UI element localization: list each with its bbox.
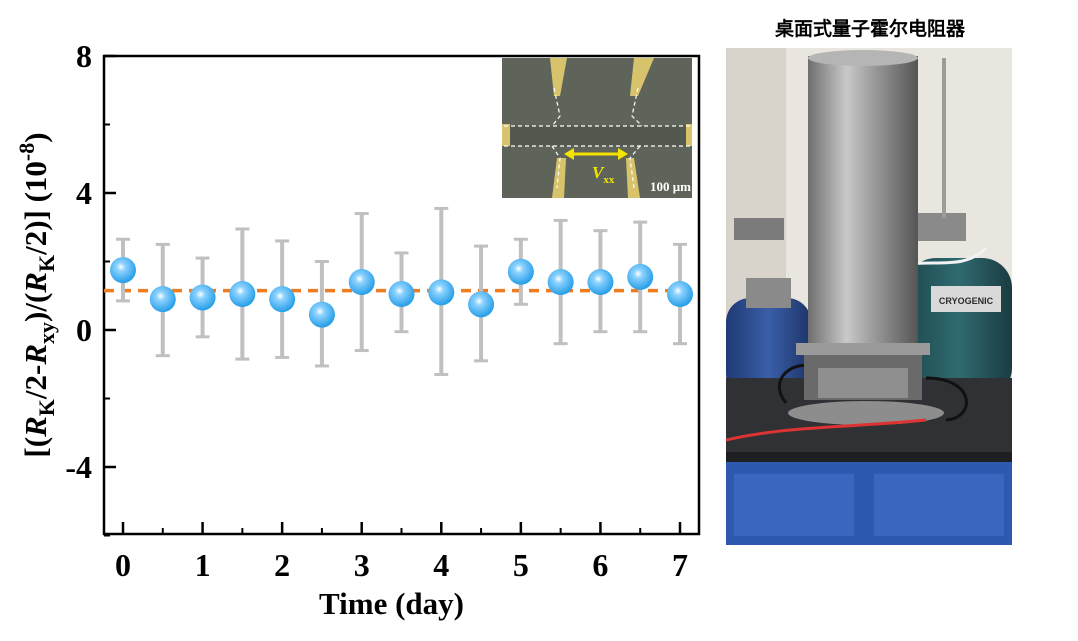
x-tick-label: 0 — [115, 547, 131, 583]
inset-arrowhead — [564, 148, 574, 160]
y-axis-title-part: /2)] (10 — [18, 161, 53, 256]
y-axis-title-part: K — [34, 255, 59, 272]
x-tick-label: 6 — [592, 547, 608, 583]
data-point — [348, 269, 375, 296]
cryostat-fittings — [818, 368, 908, 398]
photo-title: 桌面式量子霍尔电阻器 — [774, 18, 965, 40]
y-axis-title-part: -8 — [14, 143, 39, 161]
black-cable — [925, 376, 968, 422]
y-axis-title-part: xy — [34, 322, 59, 344]
y-tick-label: 8 — [76, 38, 92, 74]
y-tick-label: -4 — [65, 449, 92, 485]
x-tick-label: 2 — [274, 547, 290, 583]
x-tick-label: 3 — [354, 547, 370, 583]
inset-outline — [631, 87, 643, 127]
cabinet-panel — [874, 474, 1004, 536]
x-tick-label: 1 — [195, 547, 211, 583]
y-tick-label: 4 — [76, 175, 92, 211]
cryostat-photo: CRYOGENIC — [726, 48, 1012, 545]
data-point — [587, 269, 614, 296]
inset-vxx-label: Vxx — [592, 163, 615, 186]
inset-micrograph: Vxx 100 μm — [502, 58, 692, 198]
y-axis-title-part: R — [18, 416, 53, 438]
inset-outline — [551, 145, 561, 189]
cryostat-flange — [796, 343, 930, 355]
dewar-left — [726, 298, 811, 398]
x-axis-title: Time (day) — [319, 586, 464, 621]
inset-vxx-symbol: V — [592, 163, 605, 182]
cryostat-cylinder — [808, 56, 918, 356]
data-point — [189, 284, 216, 311]
inset-channel — [510, 126, 686, 146]
y-axis-title-part: K — [34, 399, 59, 416]
dewar-label-text: CRYOGENIC — [939, 296, 994, 306]
bench-edge — [726, 452, 1012, 462]
y-axis-title-part: [( — [18, 437, 53, 458]
inset-outline — [629, 145, 641, 189]
inset-vxx-subscript: xx — [603, 174, 615, 186]
dewar-label — [931, 286, 1001, 312]
data-point — [149, 286, 176, 313]
inset-scale-label: 100 μm — [650, 179, 691, 194]
inset-arrowhead — [618, 148, 628, 160]
inset-outline — [551, 87, 561, 127]
base-plate — [788, 401, 944, 425]
data-point — [229, 281, 256, 308]
y-axis-title-part: ) — [18, 132, 53, 142]
electronics-box-right — [916, 213, 966, 241]
data-point — [547, 269, 574, 296]
red-cable — [726, 418, 927, 442]
data-point — [627, 263, 654, 290]
vertical-rod — [942, 58, 946, 218]
data-point — [667, 281, 693, 308]
data-point — [428, 279, 455, 306]
y-axis-title-part: /2- — [18, 365, 53, 400]
x-tick-label: 4 — [433, 547, 449, 583]
y-axis-title-part: )/( — [18, 293, 53, 322]
data-point — [308, 301, 335, 328]
electronics-box-left — [734, 218, 784, 240]
y-axis-title: [(RK/2-Rxy)/(RK/2)] (10-8) — [14, 132, 59, 457]
y-axis-title-part: R — [18, 344, 53, 366]
inset-contact — [552, 158, 566, 198]
inset-contact — [550, 58, 567, 96]
cryostat-illustration: CRYOGENIC — [726, 48, 1012, 545]
y-axis-title-part: R — [18, 272, 53, 294]
data-point — [468, 291, 495, 318]
x-tick-label: 5 — [513, 547, 529, 583]
data-point — [507, 258, 534, 285]
x-tick-label: 7 — [672, 547, 688, 583]
inset-contact — [630, 58, 654, 96]
cabinet-panel — [734, 474, 854, 536]
cryostat-top — [808, 50, 918, 66]
y-tick-label: 0 — [76, 312, 92, 348]
data-point — [269, 286, 296, 313]
inset-contact — [502, 124, 510, 146]
data-point — [110, 257, 136, 284]
electronics-box-left — [746, 278, 791, 308]
inset-contact — [686, 124, 692, 146]
data-point — [388, 281, 415, 308]
